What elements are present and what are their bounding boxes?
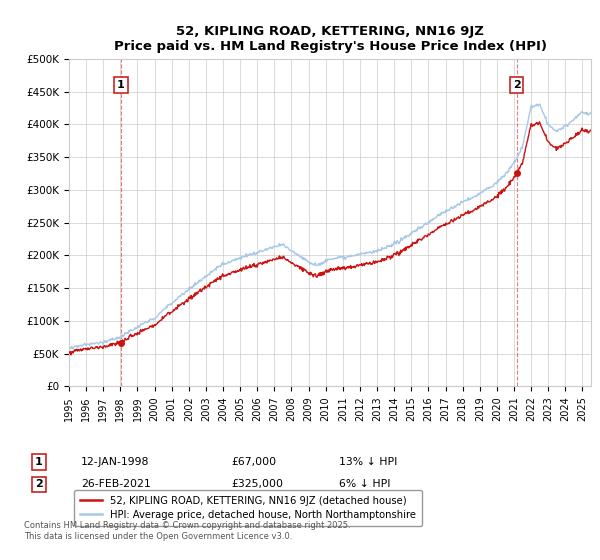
Text: 1: 1 bbox=[117, 80, 125, 90]
Text: 6% ↓ HPI: 6% ↓ HPI bbox=[339, 479, 391, 489]
Text: £325,000: £325,000 bbox=[231, 479, 283, 489]
Text: 12-JAN-1998: 12-JAN-1998 bbox=[81, 457, 149, 467]
Text: Contains HM Land Registry data © Crown copyright and database right 2025.
This d: Contains HM Land Registry data © Crown c… bbox=[24, 521, 350, 540]
Text: 26-FEB-2021: 26-FEB-2021 bbox=[81, 479, 151, 489]
Text: £67,000: £67,000 bbox=[231, 457, 276, 467]
Text: 2: 2 bbox=[512, 80, 520, 90]
Text: 1: 1 bbox=[35, 457, 43, 467]
Text: 13% ↓ HPI: 13% ↓ HPI bbox=[339, 457, 397, 467]
Title: 52, KIPLING ROAD, KETTERING, NN16 9JZ
Price paid vs. HM Land Registry's House Pr: 52, KIPLING ROAD, KETTERING, NN16 9JZ Pr… bbox=[113, 25, 547, 53]
Legend: 52, KIPLING ROAD, KETTERING, NN16 9JZ (detached house), HPI: Average price, deta: 52, KIPLING ROAD, KETTERING, NN16 9JZ (d… bbox=[74, 489, 422, 526]
Text: 2: 2 bbox=[35, 479, 43, 489]
